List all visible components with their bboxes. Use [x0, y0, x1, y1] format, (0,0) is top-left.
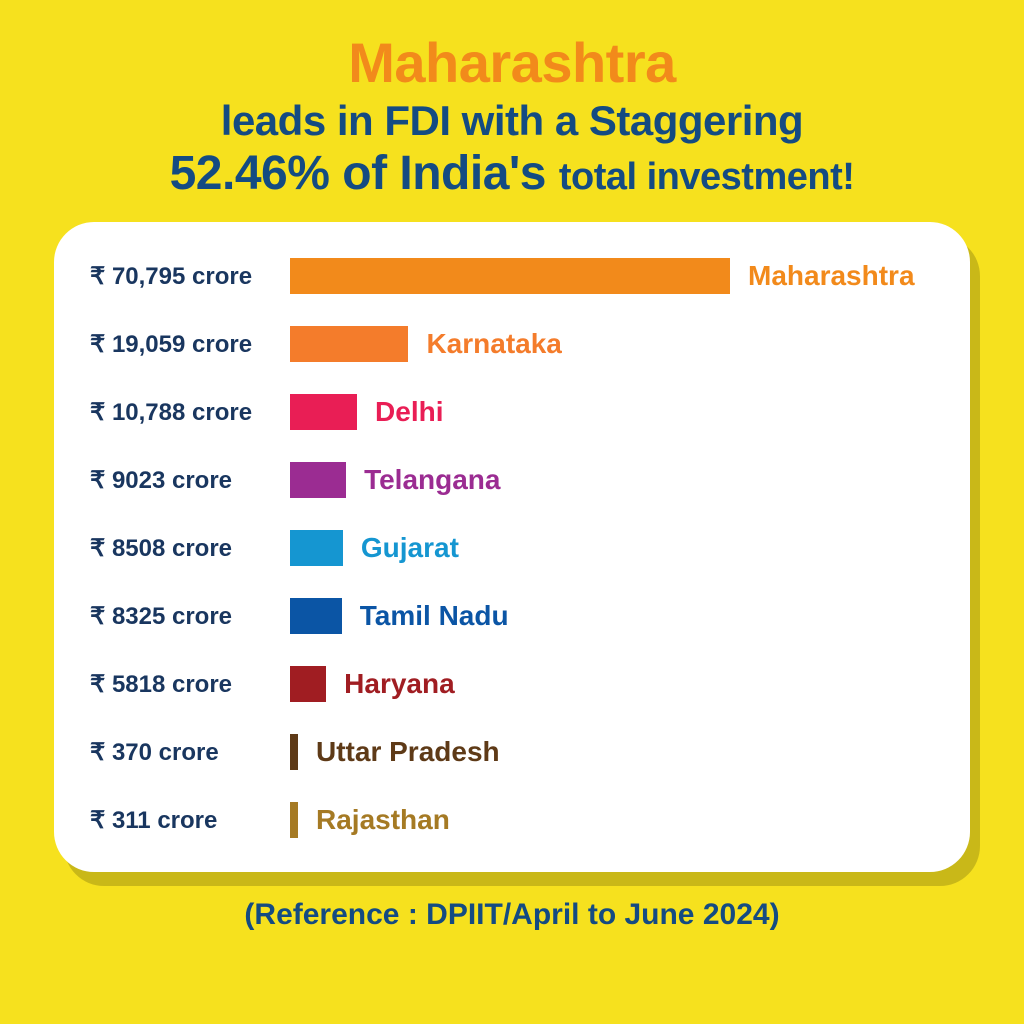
bar	[290, 394, 357, 430]
bar-wrap: Gujarat	[290, 530, 934, 566]
state-label: Uttar Pradesh	[316, 736, 500, 768]
state-label: Delhi	[375, 396, 443, 428]
bar-row: ₹ 8325 crore Tamil Nadu	[90, 592, 934, 640]
bar-row: ₹ 19,059 crore Karnataka	[90, 320, 934, 368]
state-label: Telangana	[364, 464, 500, 496]
headline-tail: total investment!	[559, 156, 855, 198]
value-label: ₹ 19,059 crore	[90, 330, 290, 359]
bar-row: ₹ 5818 crore Haryana	[90, 660, 934, 708]
bar-wrap: Rajasthan	[290, 802, 934, 838]
bar	[290, 530, 343, 566]
bar	[290, 462, 346, 498]
bar-wrap: Delhi	[290, 394, 934, 430]
headline-line1: Maharashtra	[50, 30, 974, 96]
bar	[290, 734, 298, 770]
bar-wrap: Maharashtra	[290, 258, 934, 294]
headline-line2: leads in FDI with a Staggering	[50, 96, 974, 146]
bar	[290, 802, 298, 838]
state-label: Gujarat	[361, 532, 459, 564]
reference-text: (Reference : DPIIT/April to June 2024)	[50, 898, 974, 932]
value-label: ₹ 370 crore	[90, 738, 290, 767]
value-label: ₹ 8325 crore	[90, 602, 290, 631]
bar-row: ₹ 311 crore Rajasthan	[90, 796, 934, 844]
chart-card: ₹ 70,795 crore Maharashtra ₹ 19,059 crore K…	[54, 222, 970, 872]
bar-row: ₹ 370 crore Uttar Pradesh	[90, 728, 934, 776]
state-label: Rajasthan	[316, 804, 450, 836]
value-label: ₹ 5818 crore	[90, 670, 290, 699]
headline-percent: 52.46% of India's	[170, 147, 559, 200]
value-label: ₹ 8508 crore	[90, 534, 290, 563]
bar-row: ₹ 10,788 crore Delhi	[90, 388, 934, 436]
bar-row: ₹ 8508 crore Gujarat	[90, 524, 934, 572]
value-label: ₹ 311 crore	[90, 806, 290, 835]
bar	[290, 598, 342, 634]
bar-row: ₹ 70,795 crore Maharashtra	[90, 252, 934, 300]
infographic-canvas: Maharashtra leads in FDI with a Staggeri…	[0, 0, 1024, 1024]
bar-wrap: Telangana	[290, 462, 934, 498]
headline-line3: 52.46% of India's total investment!	[50, 146, 974, 203]
bar-wrap: Tamil Nadu	[290, 598, 934, 634]
bar-wrap: Karnataka	[290, 326, 934, 362]
state-label: Karnataka	[426, 328, 561, 360]
state-label: Tamil Nadu	[360, 600, 509, 632]
bar-row: ₹ 9023 crore Telangana	[90, 456, 934, 504]
state-label: Haryana	[344, 668, 455, 700]
bar-wrap: Haryana	[290, 666, 934, 702]
bar-wrap: Uttar Pradesh	[290, 734, 934, 770]
state-label: Maharashtra	[748, 260, 915, 292]
value-label: ₹ 9023 crore	[90, 466, 290, 495]
bar	[290, 666, 326, 702]
bar	[290, 258, 730, 294]
bar	[290, 326, 408, 362]
value-label: ₹ 70,795 crore	[90, 262, 290, 291]
value-label: ₹ 10,788 crore	[90, 398, 290, 427]
headline: Maharashtra leads in FDI with a Staggeri…	[50, 30, 974, 202]
